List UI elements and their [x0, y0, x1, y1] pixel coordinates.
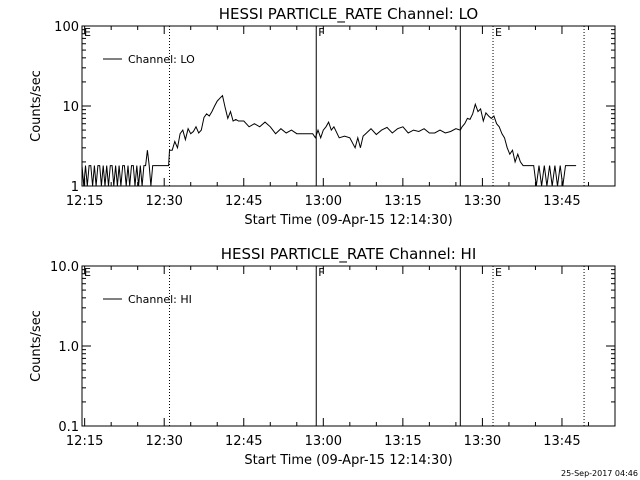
- x-tick-label: 13:15: [384, 194, 421, 209]
- x-tick-label: 13:45: [543, 194, 580, 209]
- y-tick-label: 1: [71, 180, 79, 195]
- x-tick-label: 12:15: [66, 194, 103, 209]
- event-marker-label: E: [495, 266, 502, 279]
- x-tick-label: 12:45: [225, 434, 262, 449]
- x-tick-label: 13:45: [543, 434, 580, 449]
- legend-label: Channel: HI: [128, 293, 192, 306]
- x-tick-label: 12:30: [145, 194, 182, 209]
- y-tick-label: 10.0: [50, 260, 79, 275]
- x-tick-label: 13:00: [305, 194, 342, 209]
- y-tick-label: 100: [54, 20, 79, 35]
- chart-title: HESSI PARTICLE_RATE Channel: LO: [219, 5, 478, 24]
- x-tick-label: 13:00: [305, 434, 342, 449]
- y-axis-label: Counts/sec: [29, 70, 44, 142]
- y-axis-label: Counts/sec: [29, 310, 44, 382]
- y-tick-label: 0.1: [58, 420, 79, 435]
- x-tick-label: 12:45: [225, 194, 262, 209]
- chart-title: HESSI PARTICLE_RATE Channel: HI: [221, 245, 477, 264]
- event-marker-label: F: [318, 26, 324, 39]
- footer-timestamp: 25-Sep-2017 04:46: [561, 469, 638, 478]
- y-tick-label: 10: [62, 100, 79, 115]
- x-tick-label: 13:30: [464, 194, 501, 209]
- x-axis-label: Start Time (09-Apr-15 12:14:30): [244, 213, 452, 228]
- corner-label: E: [84, 26, 91, 39]
- x-tick-label: 13:15: [384, 434, 421, 449]
- y-tick-label: 1.0: [58, 340, 79, 355]
- plot-frame: [81, 265, 616, 427]
- series-line-channel: [81, 94, 577, 187]
- corner-label: E: [84, 266, 91, 279]
- event-marker-label: F: [318, 266, 324, 279]
- x-tick-label: 12:15: [66, 434, 103, 449]
- plot-frame: [81, 25, 616, 187]
- event-marker-label: E: [495, 26, 502, 39]
- legend-label: Channel: LO: [128, 53, 195, 66]
- x-tick-label: 13:30: [464, 434, 501, 449]
- x-axis-label: Start Time (09-Apr-15 12:14:30): [244, 453, 452, 468]
- x-tick-label: 12:30: [145, 434, 182, 449]
